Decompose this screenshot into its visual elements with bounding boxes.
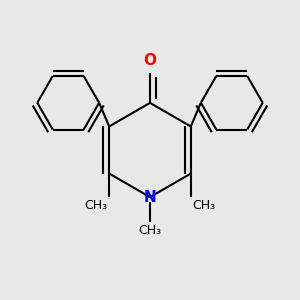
Text: CH₃: CH₃ — [138, 224, 162, 238]
Text: CH₃: CH₃ — [192, 200, 215, 212]
Text: N: N — [144, 190, 156, 205]
Text: O: O — [143, 53, 157, 68]
Text: CH₃: CH₃ — [85, 200, 108, 212]
